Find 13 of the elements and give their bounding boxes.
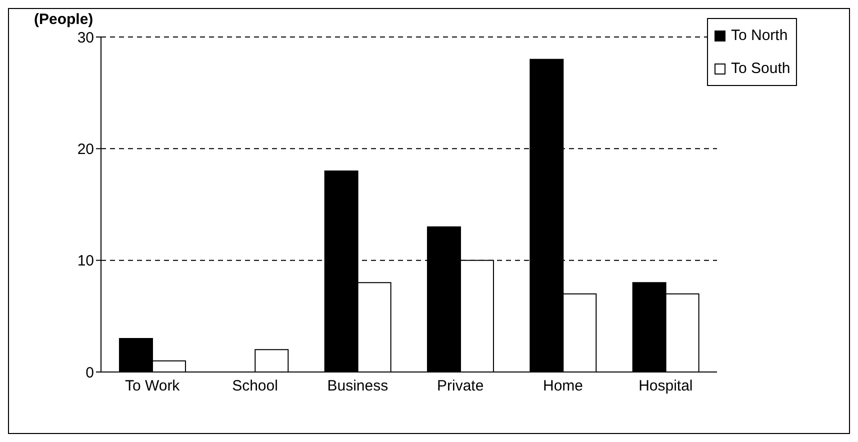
- y-tick-label: 30: [77, 29, 94, 46]
- x-tick-label: Business: [327, 378, 388, 395]
- x-tick-label: To Work: [124, 378, 180, 395]
- y-tick-label: 20: [77, 140, 94, 158]
- y-tick-label: 0: [86, 364, 94, 382]
- legend-label: To South: [731, 60, 790, 77]
- x-tick-label: Home: [542, 378, 584, 395]
- legend-label: To North: [731, 27, 788, 44]
- x-tick-label: Hospital: [638, 378, 693, 395]
- y-tick-label: 10: [77, 252, 94, 270]
- y-axis-title: (People): [34, 11, 94, 28]
- x-tick-label: School: [232, 378, 278, 395]
- x-tick-label: Private: [436, 378, 484, 395]
